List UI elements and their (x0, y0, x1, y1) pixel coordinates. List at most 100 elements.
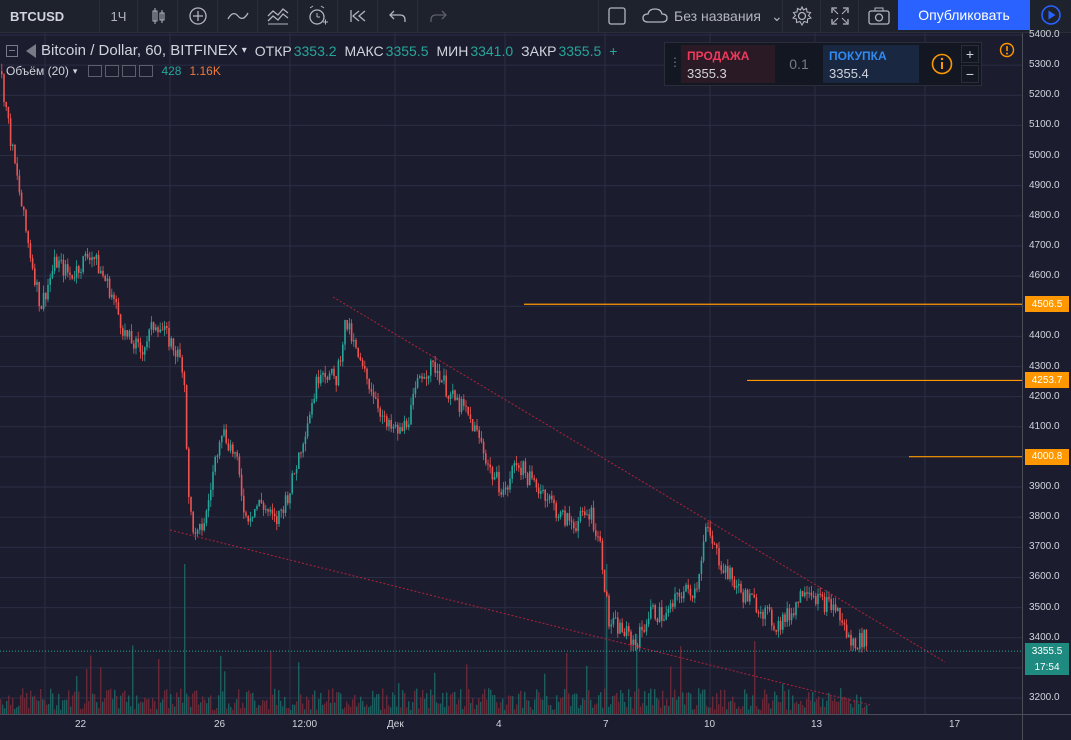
layout-name-button[interactable]: Без названия ⌄ (634, 0, 783, 32)
plus-circle-icon (188, 7, 207, 25)
volume-bar (770, 708, 772, 714)
level-price-tag[interactable]: 4253.7 (1025, 372, 1069, 389)
chart-legend: Bitcoin / Dollar, 60, BITFINEX ▾ ОТКР 33… (6, 42, 617, 59)
volume-bar (726, 709, 728, 714)
candle-body (97, 254, 100, 274)
volume-bar (410, 709, 412, 714)
candle-body (823, 596, 826, 612)
candle-body (331, 368, 333, 374)
candle-body (507, 487, 509, 490)
volume-bar (800, 700, 802, 714)
volume-bar (660, 707, 662, 714)
collapse-icon[interactable] (6, 44, 18, 57)
candle-body (293, 473, 296, 475)
candle-body (711, 535, 714, 544)
volume-bar (548, 704, 550, 714)
candle-body (106, 278, 109, 282)
candle-body (115, 299, 117, 303)
volume-bar (824, 706, 826, 714)
candle-body (139, 342, 142, 352)
volume-bar (778, 701, 780, 714)
volume-bar (558, 701, 560, 714)
interval-button[interactable]: 1Ч (100, 0, 138, 32)
volume-bar (722, 706, 724, 714)
volume-bar (360, 696, 362, 714)
candle-body (128, 330, 131, 337)
volume-bar (612, 696, 614, 714)
redo-button[interactable] (418, 0, 458, 32)
play-button[interactable] (1031, 0, 1071, 30)
remove-icon[interactable] (139, 65, 154, 77)
candle-body (113, 294, 115, 300)
volume-bar (382, 688, 384, 714)
candle-body (51, 271, 54, 278)
candle-body (619, 622, 621, 634)
candle-body (797, 602, 799, 604)
candle-body (641, 626, 643, 630)
volume-bar (702, 689, 704, 714)
legend-title[interactable]: Bitcoin / Dollar, 60, BITFINEX (41, 42, 238, 59)
chart-type-button[interactable] (138, 0, 178, 32)
level-price-tag[interactable]: 4000.8 (1025, 448, 1069, 465)
replay-button[interactable] (338, 0, 378, 32)
volume-bar (630, 696, 632, 714)
candle-body (53, 256, 56, 272)
candle-body (361, 360, 364, 367)
caret-down-icon[interactable]: ▾ (241, 45, 247, 56)
volume-bar (408, 701, 410, 714)
volume-bar (406, 707, 408, 714)
indicators-list-button[interactable] (218, 0, 258, 32)
volume-bar (838, 701, 840, 714)
add-icon[interactable] (122, 65, 137, 77)
info-button[interactable] (923, 45, 961, 83)
compare-button[interactable] (258, 0, 298, 32)
price-axis[interactable]: 5400.0 5300.0 5200.0 5100.0 5000.0 4900.0 4800… (1022, 29, 1071, 714)
volume-bar (430, 689, 432, 714)
symbol-search-button[interactable]: BTCUSD (0, 0, 100, 32)
publish-button[interactable]: Опубликовать (898, 0, 1030, 30)
buy-button[interactable]: ПОКУПКА 3355.4 (823, 45, 919, 83)
eye-icon[interactable] (88, 65, 103, 77)
quantity-minus-button[interactable]: − (961, 65, 979, 83)
caret-down-icon[interactable]: ▾ (72, 65, 78, 76)
candle-body (359, 356, 362, 361)
volume-bar (790, 709, 792, 714)
select-layout-button[interactable] (598, 0, 635, 32)
time-axis[interactable]: 22 26 12:00 Дек 4 7 10 13 17 (0, 714, 1022, 740)
settings-small-icon[interactable] (105, 65, 120, 77)
indicators-icon (226, 12, 249, 20)
snapshot-button[interactable] (858, 0, 899, 32)
candle-body (454, 390, 456, 400)
volume-bar (810, 700, 812, 714)
level-price-tag[interactable]: 4506.5 (1025, 296, 1069, 313)
candle-body (608, 595, 610, 627)
candle-body (469, 414, 472, 419)
volume-label[interactable]: Объём (20) (6, 64, 69, 78)
volume-bar (286, 707, 288, 714)
undo-button[interactable] (378, 0, 418, 32)
candle-body (280, 509, 282, 511)
volume-bar (52, 693, 54, 714)
top-toolbar: BTCUSD 1Ч (0, 0, 1071, 33)
chart-alert-button[interactable] (999, 42, 1015, 63)
chart-pane[interactable] (0, 33, 1022, 714)
quantity-plus-button[interactable]: + (961, 45, 979, 63)
candle-body (586, 514, 588, 516)
candle-body (707, 526, 709, 528)
indicators-button[interactable] (178, 0, 218, 32)
sell-button[interactable]: ПРОДАЖА 3355.3 (681, 45, 775, 83)
volume-bar (496, 702, 498, 714)
alert-button[interactable] (298, 0, 338, 32)
volume-bar (76, 675, 78, 714)
fullscreen-button[interactable] (820, 0, 859, 32)
settings-button[interactable] (782, 0, 821, 32)
candle-body (548, 495, 551, 500)
candle-body (478, 430, 480, 438)
candle-body (551, 495, 553, 500)
candle-body (27, 231, 29, 244)
candle-body (71, 274, 73, 279)
price-chart[interactable] (0, 33, 1022, 714)
volume-bar (18, 705, 20, 714)
price-axis-label: 3400.0 (1029, 631, 1060, 643)
volume-bar (768, 703, 770, 714)
